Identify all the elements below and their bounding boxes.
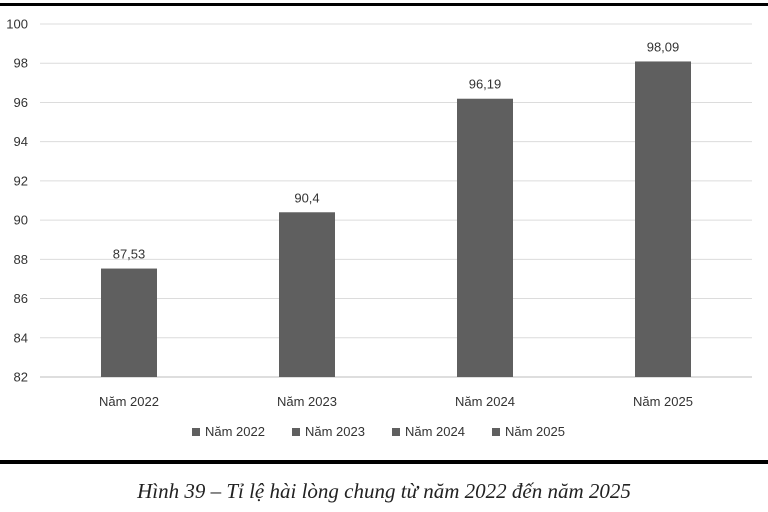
y-tick-label: 100 [6,17,28,32]
bottom-border [0,460,768,464]
bar [457,98,513,378]
legend-label: Năm 2022 [205,424,265,439]
y-tick-label: 92 [14,173,28,188]
legend-label: Năm 2024 [405,424,465,439]
x-axis-categories: Năm 2022 Năm 2023 Năm 2024 Năm 2025 [99,394,693,409]
bars [101,61,691,378]
data-label: 90,4 [294,190,319,205]
y-tick-label: 90 [14,213,28,228]
y-tick-label: 96 [14,95,28,110]
bar-chart: 82 84 86 88 90 92 94 96 98 100 87,53 90,4 96,19 98,0… [0,3,768,464]
y-tick-label: 84 [14,330,28,345]
y-tick-label: 82 [14,370,28,385]
legend: Năm 2022 Năm 2023 Năm 2024 Năm 2025 [192,424,565,439]
data-label: 98,09 [647,39,680,54]
legend-swatch [392,428,400,436]
legend-swatch [292,428,300,436]
data-label: 96,19 [469,77,502,92]
data-labels: 87,53 90,4 96,19 98,09 [113,39,680,261]
x-category-label: Năm 2022 [99,394,159,409]
legend-swatch [192,428,200,436]
y-axis-ticks: 82 84 86 88 90 92 94 96 98 100 [6,17,28,385]
y-tick-label: 86 [14,291,28,306]
x-category-label: Năm 2023 [277,394,337,409]
bar [101,268,157,377]
legend-label: Năm 2023 [305,424,365,439]
y-tick-label: 98 [14,56,28,71]
bar [635,61,691,378]
y-tick-label: 88 [14,252,28,267]
data-label: 87,53 [113,247,146,262]
gridlines [40,23,752,378]
figure-caption: Hình 39 – Tỉ lệ hài lòng chung từ năm 20… [137,479,631,503]
legend-label: Năm 2025 [505,424,565,439]
top-border [0,3,768,6]
bar [279,212,335,377]
legend-swatch [492,428,500,436]
x-category-label: Năm 2025 [633,394,693,409]
x-category-label: Năm 2024 [455,394,515,409]
y-tick-label: 94 [14,134,28,149]
chart-frame: 82 84 86 88 90 92 94 96 98 100 87,53 90,4 96,19 98,0… [0,3,768,464]
